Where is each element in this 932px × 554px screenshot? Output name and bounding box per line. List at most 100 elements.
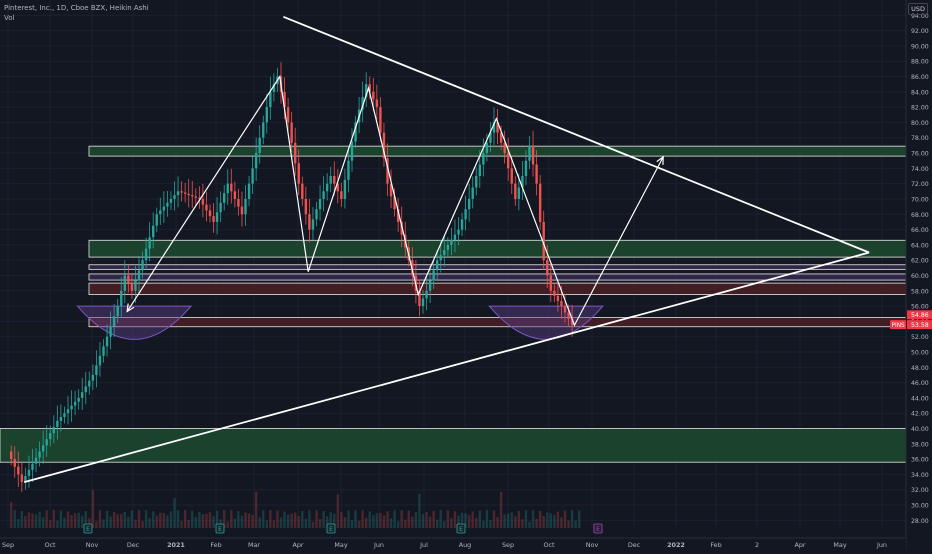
volume-bar	[404, 519, 407, 528]
volume-bar	[272, 520, 276, 528]
earnings-marker	[326, 523, 336, 534]
volume-bar	[49, 520, 52, 528]
volume-bar	[467, 515, 471, 528]
candle-body	[514, 183, 517, 199]
time-tick-label: 2	[755, 541, 759, 549]
candle-body	[127, 275, 130, 284]
candle-body	[81, 392, 84, 398]
volume-bar	[59, 510, 63, 528]
volume-bar	[524, 510, 528, 528]
volume-bar	[262, 510, 265, 528]
volume-bar	[258, 517, 261, 528]
volume-bar	[464, 513, 467, 528]
volume-bar	[144, 510, 148, 528]
candle-body	[230, 183, 233, 192]
time-tick-label: 2021	[167, 541, 185, 549]
candle-body	[482, 153, 485, 165]
symbol-tag	[890, 320, 906, 330]
price-tick-label: 94.00	[911, 13, 929, 20]
volume-bar	[41, 517, 45, 528]
candle-body	[294, 142, 297, 164]
volume-bar	[24, 516, 27, 528]
price-zone	[88, 282, 907, 296]
chart-legend: Pinterest, Inc., 1D, Cboe BZX, Heikin As…	[4, 3, 149, 23]
volume-bar	[237, 511, 240, 528]
price-tick-label: 64.00	[911, 242, 929, 249]
volume-bar	[77, 512, 80, 528]
candle-body	[499, 132, 503, 143]
time-tick-label: Oct	[543, 541, 555, 549]
volume-bar	[198, 511, 201, 528]
trendline	[23, 251, 870, 483]
candle-body	[343, 179, 347, 199]
volume-bar	[88, 518, 91, 528]
candle-body	[66, 409, 70, 414]
volume-bar	[98, 510, 102, 528]
volume-bar	[574, 520, 577, 528]
candle-body	[95, 365, 98, 375]
volume-bar	[283, 511, 286, 528]
volume-bar	[389, 518, 393, 528]
earnings-marker	[456, 523, 466, 534]
volume-bar	[173, 498, 176, 528]
candle-body	[98, 355, 102, 366]
candle-body	[159, 210, 162, 215]
candle-body	[460, 219, 464, 230]
trendline	[283, 15, 870, 254]
volume-bar	[510, 512, 513, 528]
candle-body	[329, 176, 332, 184]
candle-body	[162, 206, 166, 211]
volume-bar	[347, 510, 350, 528]
candle-body	[247, 183, 251, 199]
candle-body	[492, 122, 496, 133]
candle-body	[183, 192, 187, 194]
candle-body	[464, 209, 467, 220]
time-tick-label: 2022	[667, 541, 685, 549]
price-tick-label: 66.00	[911, 227, 929, 234]
candle-body	[233, 191, 237, 199]
time-tick-label: Sep	[502, 541, 514, 549]
volume-bar	[20, 510, 24, 528]
volume-bar	[418, 494, 421, 528]
volume-bar	[489, 520, 492, 528]
volume-bar	[432, 510, 435, 528]
volume-bar	[350, 520, 354, 528]
candle-body	[148, 237, 151, 249]
volume-bar	[439, 510, 442, 528]
volume-bar	[223, 510, 226, 528]
volume-label: Vol	[4, 14, 15, 22]
volume-bar	[386, 511, 389, 528]
volume-bar	[460, 512, 464, 528]
volume-bar	[240, 515, 244, 528]
earnings-marker-label: E	[459, 526, 463, 533]
candle-body	[538, 183, 542, 222]
candle-body	[17, 466, 20, 475]
candle-body	[155, 214, 158, 226]
volume-bar	[17, 518, 20, 528]
candle-body	[485, 142, 489, 154]
candle-body	[336, 183, 339, 192]
candle-body	[478, 164, 481, 176]
time-tick-label: Oct	[44, 541, 56, 549]
earnings-marker	[215, 523, 225, 534]
candle-body	[393, 196, 396, 210]
price-tick-label: 50.00	[911, 350, 929, 357]
currency-badge[interactable]: USD	[908, 3, 928, 15]
volume-bar	[425, 512, 428, 528]
time-tick-label: Feb	[210, 541, 221, 549]
volume-bar	[311, 521, 315, 528]
candle-body	[503, 142, 506, 154]
candle-body	[180, 191, 183, 193]
volume-bar	[81, 515, 84, 528]
volume-bar	[446, 510, 450, 528]
volume-bar	[109, 516, 112, 528]
price-tick-label: 40.00	[911, 426, 929, 433]
volume-bar	[297, 515, 300, 528]
candle-body	[105, 336, 109, 347]
candle-body	[563, 306, 567, 313]
volume-bar	[478, 510, 481, 528]
volume-bar	[191, 510, 194, 528]
volume-bar	[485, 510, 489, 528]
